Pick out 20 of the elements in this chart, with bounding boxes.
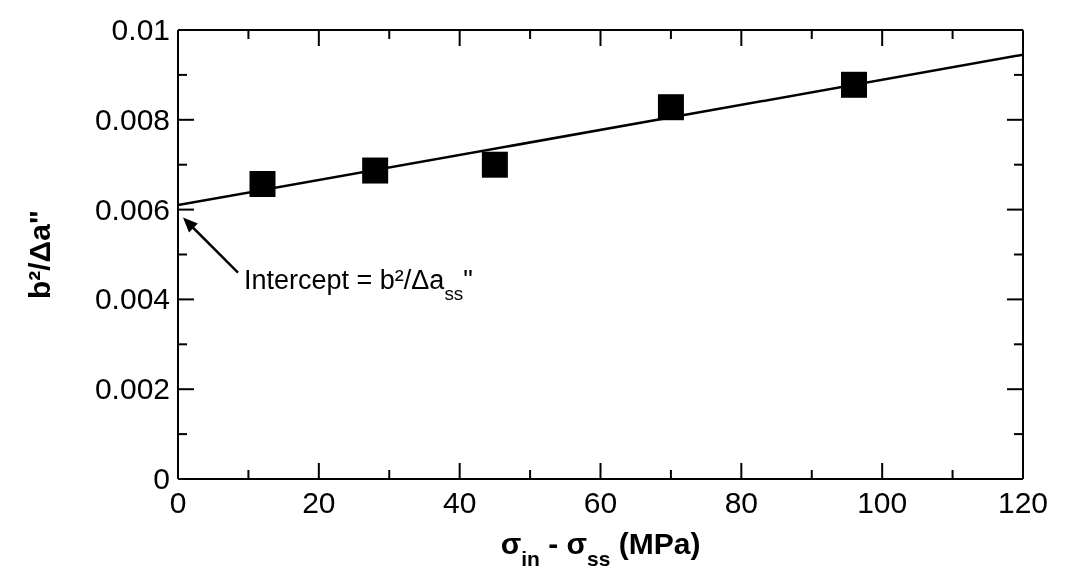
point xyxy=(481,151,508,178)
x-tick-label: 120 xyxy=(997,486,1049,519)
point xyxy=(249,171,276,198)
x-tick-label: 60 xyxy=(583,486,618,519)
point xyxy=(841,71,867,98)
annotation: Intercept = b²/Δa$_{ss}$" xyxy=(244,264,473,304)
x-tick-label: 80 xyxy=(724,486,759,519)
y-tick-label: 0.006 xyxy=(94,192,170,226)
y-tick-label: 0.002 xyxy=(94,372,170,406)
x-tick-label: 20 xyxy=(302,486,336,519)
y-tick-label: 0 xyxy=(153,462,170,495)
x-tick-label: 40 xyxy=(442,486,477,519)
point xyxy=(657,94,684,121)
x-axis-title: σ$_{in}$ - σ$_{ss}$ (MPa) xyxy=(500,527,701,570)
y-tick-label: 0.008 xyxy=(94,102,170,136)
y-tick-label: 0.01 xyxy=(111,13,170,46)
point xyxy=(362,157,389,184)
y-axis-title: b²/Δa" xyxy=(23,209,56,300)
y-tick-label: 0.004 xyxy=(94,282,170,316)
x-tick-label: 100 xyxy=(857,486,908,519)
